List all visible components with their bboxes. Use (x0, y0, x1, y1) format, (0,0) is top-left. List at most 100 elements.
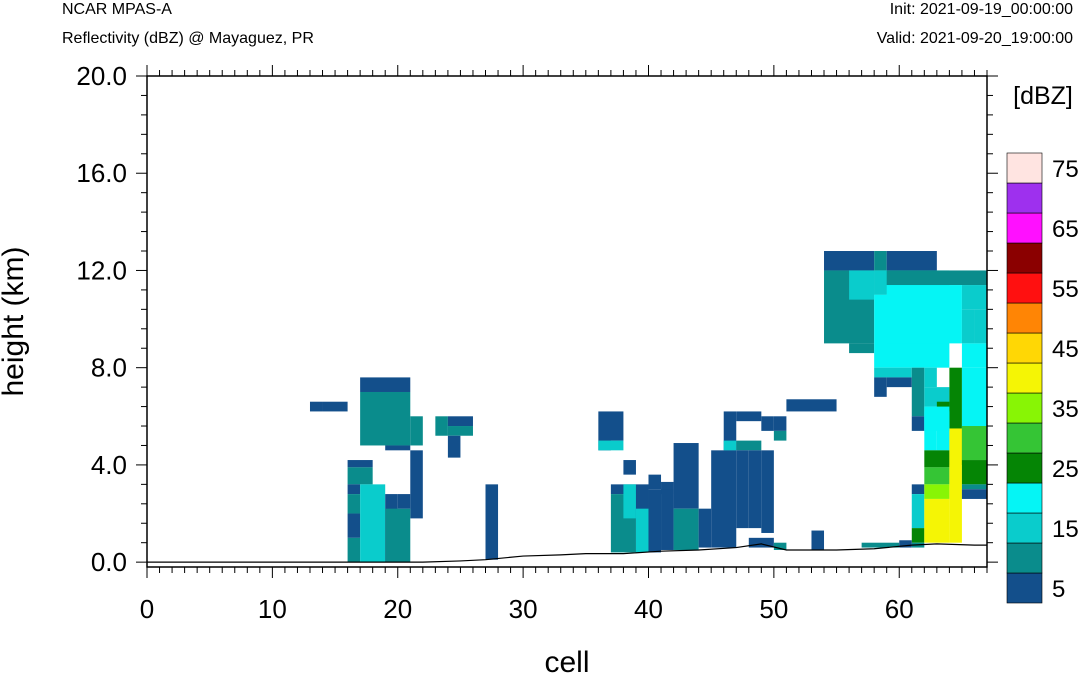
y-tick-label: 8.0 (91, 353, 127, 383)
colorbar-tick-label: 65 (1052, 216, 1079, 243)
reflectivity-cell (761, 416, 774, 431)
reflectivity-cell (949, 428, 962, 543)
reflectivity-cell (861, 542, 900, 548)
reflectivity-cell (974, 309, 987, 344)
reflectivity-cell (347, 460, 373, 468)
reflectivity-cell (874, 251, 887, 271)
plot-frame (146, 75, 988, 568)
reflectivity-cell (849, 343, 875, 354)
init-time-label: Init: 2021-09-19_00:00:00 (889, 1, 1073, 18)
reflectivity-cell (410, 416, 423, 446)
colorbar-swatch (1006, 482, 1043, 514)
valid-time-label: Valid: 2021-09-20_19:00:00 (876, 30, 1073, 47)
reflectivity-cell (698, 508, 712, 548)
colorbar-swatch (1006, 212, 1043, 244)
colorbar-swatch (1006, 572, 1043, 604)
x-tick-label: 40 (634, 594, 663, 624)
reflectivity-cell (874, 377, 887, 397)
reflectivity-cell (736, 450, 749, 529)
reflectivity-cell (924, 450, 950, 468)
y-tick-label: 20.0 (76, 61, 127, 91)
colorbar-tick-label: 45 (1052, 336, 1079, 363)
reflectivity-cell (886, 377, 912, 388)
colorbar-tick-label: 55 (1052, 276, 1079, 303)
reflectivity-cell (360, 484, 386, 563)
reflectivity-cell (385, 508, 411, 563)
colorbar-swatch (1006, 182, 1043, 214)
reflectivity-cell (961, 484, 987, 490)
reflectivity-cell (736, 411, 762, 422)
reflectivity-cell (360, 391, 411, 446)
reflectivity-cell (598, 440, 624, 451)
reflectivity-cell (673, 508, 699, 550)
reflectivity-cell (924, 498, 950, 543)
reflectivity-cell (748, 450, 762, 529)
reflectivity-cell (447, 416, 473, 427)
reflectivity-cell (322, 401, 348, 412)
colorbar-swatch (1006, 512, 1043, 544)
reflectivity-cell (961, 460, 987, 485)
reflectivity-cell (911, 528, 925, 543)
y-tick-label: 12.0 (76, 255, 127, 285)
reflectivity-cell (347, 537, 361, 563)
x-tick-label: 10 (258, 594, 287, 624)
reflectivity-cell (924, 484, 950, 499)
reflectivity-cell (410, 450, 423, 519)
reflectivity-cell (347, 494, 361, 514)
reflectivity-cell (736, 440, 762, 451)
terrain-line (147, 543, 987, 563)
reflectivity-cell (773, 430, 787, 441)
reflectivity-cell (961, 343, 987, 368)
reflectivity-cell (911, 494, 925, 529)
colorbar-swatch (1006, 302, 1043, 334)
reflectivity-cell (761, 450, 774, 533)
reflectivity-cell (385, 445, 411, 451)
x-tick-label: 0 (140, 594, 154, 624)
colorbar-tick-label: 35 (1052, 396, 1079, 423)
colorbar-swatch (1006, 392, 1043, 424)
reflectivity-cell (924, 406, 950, 431)
reflectivity-cell (397, 494, 411, 509)
x-tick-label: 50 (759, 594, 788, 624)
colorbar-swatch (1006, 452, 1043, 484)
reflectivity-cell (824, 251, 875, 271)
reflectivity-cell (648, 474, 662, 490)
reflectivity-cell (899, 540, 912, 548)
reflectivity-cell (723, 440, 737, 451)
colorbar-swatch (1006, 332, 1043, 364)
reflectivity-cell (360, 377, 411, 392)
colorbar-tick-label: 15 (1052, 516, 1079, 543)
reflectivity-cell (347, 467, 373, 485)
reflectivity-cell (447, 435, 461, 458)
colorbar-tick-label: 5 (1052, 576, 1065, 603)
reflectivity-cell (623, 460, 636, 475)
colorbar-tick-label: 25 (1052, 456, 1079, 483)
colorbar: 5 15 25 35 45 55 65 75 (1006, 152, 1079, 604)
reflectivity-cell (309, 401, 323, 412)
colorbar-title: [dBZ] (1013, 82, 1073, 110)
reflectivity-cells (309, 251, 987, 563)
reflectivity-cell (673, 443, 699, 509)
reflectivity-cell (723, 411, 737, 451)
reflectivity-cell (924, 467, 950, 485)
y-tick-label: 0.0 (91, 547, 127, 577)
reflectivity-cell (748, 537, 774, 548)
reflectivity-cell (811, 530, 825, 550)
colorbar-swatch (1006, 242, 1043, 274)
reflectivity-cell (635, 508, 649, 553)
colorbar-swatch (1006, 542, 1043, 574)
axis-ticks: 0 10 20 30 40 50 60 0.0 4.0 8.0 12.0 16.0 20.0 (76, 61, 998, 624)
reflectivity-cell (924, 367, 937, 388)
colorbar-swatch (1006, 152, 1043, 184)
terrain-profile (147, 543, 987, 563)
reflectivity-cell (961, 285, 987, 310)
reflectivity-cell (886, 270, 987, 286)
y-tick-label: 16.0 (76, 158, 127, 188)
colorbar-swatch (1006, 422, 1043, 454)
colorbar-tick-label: 75 (1052, 156, 1079, 183)
reflectivity-cell (598, 411, 624, 441)
reflectivity-cell (623, 484, 636, 519)
x-tick-label: 20 (383, 594, 412, 624)
reflectivity-cell (911, 416, 925, 431)
